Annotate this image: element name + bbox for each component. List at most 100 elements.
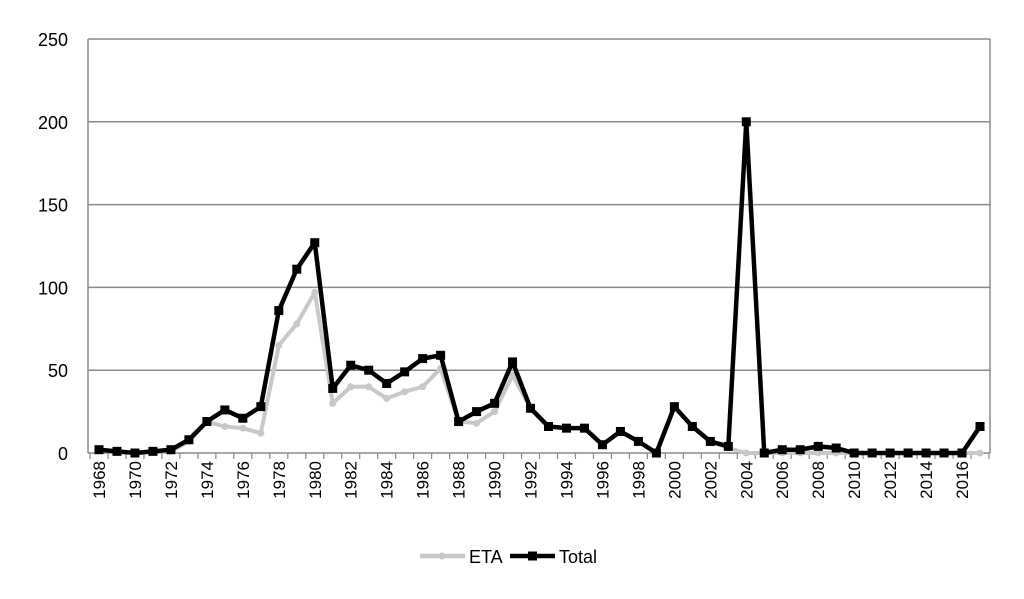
data-point-total — [454, 417, 464, 427]
x-tick-label: 1988 — [450, 461, 469, 499]
x-tick-label: 1998 — [629, 461, 648, 499]
data-point-eta — [347, 383, 355, 391]
data-point-total — [544, 422, 553, 432]
data-point-total — [364, 365, 374, 375]
legend-marker — [528, 551, 537, 561]
data-point-total — [741, 117, 751, 127]
data-point-total — [831, 443, 841, 453]
y-tick-label: 100 — [38, 278, 68, 298]
data-point-total — [669, 402, 679, 412]
data-point-total — [795, 445, 805, 455]
data-point-total — [256, 402, 266, 412]
data-point-total — [292, 264, 302, 274]
data-point-total — [561, 423, 571, 433]
data-point-total — [94, 445, 104, 455]
x-tick-label: 1994 — [557, 461, 576, 499]
x-tick-label: 1996 — [593, 461, 612, 499]
x-tick-label: 1990 — [486, 461, 505, 499]
x-tick-label: 2006 — [773, 461, 792, 499]
data-point-total — [597, 440, 607, 450]
data-point-eta — [311, 288, 319, 296]
data-point-eta — [419, 383, 427, 391]
data-point-total — [112, 446, 122, 456]
data-point-eta — [473, 419, 481, 427]
data-point-total — [705, 436, 715, 446]
x-tick-label: 2000 — [665, 461, 684, 499]
x-tick-label: 2004 — [737, 461, 756, 499]
x-tick-label: 1968 — [90, 461, 109, 499]
series-group — [94, 117, 985, 458]
data-point-total — [957, 448, 967, 458]
data-point-eta — [383, 394, 391, 402]
y-tick-label: 250 — [38, 30, 68, 50]
data-point-total — [274, 306, 284, 316]
x-tick-label: 1984 — [378, 461, 397, 499]
y-tick-label: 50 — [48, 361, 68, 381]
x-tick-label: 2014 — [917, 461, 936, 499]
x-tick-label: 2008 — [809, 461, 828, 499]
x-tick-label: 1972 — [162, 461, 181, 499]
gridlines — [88, 38, 990, 454]
data-point-eta — [221, 423, 229, 431]
data-point-total — [849, 448, 859, 458]
x-tick-label: 1986 — [414, 461, 433, 499]
data-point-total — [526, 403, 536, 413]
data-point-total — [184, 435, 194, 445]
data-point-eta — [275, 341, 283, 349]
data-point-eta — [329, 399, 337, 407]
data-point-eta — [401, 388, 409, 396]
x-tick-label: 1978 — [270, 461, 289, 499]
data-point-total — [202, 417, 212, 427]
data-point-total — [633, 436, 643, 446]
x-tick-label: 2016 — [953, 461, 972, 499]
data-point-total — [490, 398, 500, 408]
data-point-total — [166, 445, 176, 455]
legend-label: ETA — [469, 547, 503, 567]
y-tick-label: 200 — [38, 113, 68, 133]
data-point-total — [346, 360, 356, 370]
data-point-total — [328, 383, 338, 393]
data-point-total — [148, 446, 158, 456]
data-point-eta — [239, 424, 247, 432]
legend-marker — [438, 552, 446, 560]
x-tick-label: 2002 — [701, 461, 720, 499]
data-point-total — [975, 422, 985, 432]
x-tick-label: 1982 — [342, 461, 361, 499]
data-point-total — [382, 378, 392, 388]
x-tick-label: 1976 — [234, 461, 253, 499]
y-tick-label: 0 — [58, 444, 68, 464]
data-point-eta — [257, 429, 265, 437]
legend-label: Total — [559, 547, 597, 567]
x-tick-label: 1970 — [126, 461, 145, 499]
axes: 0 50 100 150 200 250 1968 1970 1972 1974 1976 1978 1… — [38, 30, 991, 499]
data-point-eta — [491, 408, 499, 416]
data-point-total — [687, 422, 697, 432]
data-point-total — [220, 405, 230, 415]
data-point-total — [759, 448, 769, 458]
data-point-total — [436, 350, 446, 360]
data-point-total — [400, 367, 410, 377]
x-tick-label: 1992 — [522, 461, 541, 499]
data-point-eta — [509, 371, 517, 379]
data-point-eta — [976, 449, 984, 457]
y-tick-label: 150 — [38, 196, 68, 216]
data-point-total — [472, 407, 482, 417]
data-point-total — [651, 448, 661, 458]
series-line-eta — [98, 290, 981, 455]
x-tick-label: 1974 — [198, 461, 217, 499]
data-point-total — [238, 413, 248, 423]
data-point-total — [723, 441, 733, 451]
data-point-total — [508, 357, 518, 367]
data-point-total — [903, 448, 913, 458]
data-point-total — [777, 445, 787, 455]
data-point-total — [130, 448, 140, 458]
data-point-total — [867, 448, 877, 458]
data-point-total — [579, 423, 589, 433]
x-tick-label: 2010 — [845, 461, 864, 499]
data-point-total — [939, 448, 949, 458]
data-point-total — [615, 426, 625, 436]
data-point-eta — [814, 449, 822, 457]
data-point-total — [921, 448, 931, 458]
legend: ETA Total — [420, 547, 597, 567]
